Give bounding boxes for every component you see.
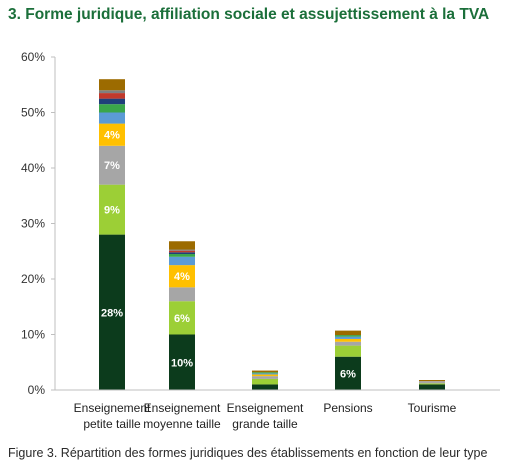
- bar-segment: [419, 381, 445, 384]
- bar-segment: [99, 123, 125, 146]
- bar-segment: [169, 287, 195, 302]
- bar-segment: [335, 356, 361, 390]
- bar-segment: [169, 254, 195, 257]
- bar-stack: 6%: [335, 330, 361, 390]
- bar-segment: [252, 374, 278, 377]
- bar-stack: 10% 6% 4%: [169, 241, 195, 390]
- bar-segment: [99, 90, 125, 94]
- bar-data-label: 6%: [340, 368, 356, 380]
- figure-caption: Figure 3. Répartition des formes juridiq…: [8, 446, 488, 460]
- bar-segment: [252, 370, 278, 373]
- bar-segment: [419, 380, 445, 382]
- bar-segment: [99, 93, 125, 99]
- bar-segment: [252, 384, 278, 390]
- chart-title: 3. Forme juridique, affiliation sociale …: [8, 6, 490, 23]
- y-tick-label: 20%: [21, 272, 45, 286]
- bar-data-label: 4%: [104, 130, 120, 142]
- bar-stack: [252, 370, 278, 390]
- bar-segment: [99, 79, 125, 91]
- bar-segment: [419, 384, 445, 390]
- bar-stack: [419, 380, 445, 390]
- bar-segment: [419, 383, 445, 385]
- bar-data-label: 9%: [104, 205, 120, 217]
- bar-segment: [99, 112, 125, 124]
- y-tick-label: 60%: [21, 50, 45, 64]
- bar-segment: [169, 301, 195, 335]
- bar-segment: [169, 250, 195, 253]
- x-tick-label: Tourisme: [408, 401, 457, 415]
- bar-segment: [99, 145, 125, 185]
- bar-segment: [169, 334, 195, 390]
- x-tick-label: Pensions: [323, 401, 372, 415]
- bar-segment: [335, 335, 361, 337]
- x-tick-label: Enseignement grande taille: [227, 401, 304, 431]
- bar-stacks: 28% 9% 7% 4% 10% 6% 4% 6%: [99, 79, 445, 390]
- bar-segment: [169, 252, 195, 255]
- bar-segment: [99, 104, 125, 113]
- y-tick-label: 0%: [28, 383, 46, 397]
- x-tick-label: Enseignement moyenne taille: [143, 401, 221, 431]
- bar-segment: [252, 372, 278, 374]
- bar-segment: [335, 336, 361, 339]
- y-axis: 0% 10% 20% 30% 40% 50% 60%: [21, 50, 56, 397]
- bar-segment: [99, 184, 125, 235]
- bar-segment: [169, 256, 195, 266]
- bar-segment: [99, 234, 125, 390]
- bar-segment: [335, 341, 361, 346]
- bar-segment: [252, 373, 278, 375]
- bar-segment: [335, 330, 361, 336]
- x-tick-label: Enseignement petite taille: [74, 401, 151, 431]
- bar-segment: [99, 98, 125, 105]
- y-tick-label: 30%: [21, 217, 45, 231]
- bar-data-label: 6%: [174, 313, 190, 325]
- bar-data-label: 4%: [174, 271, 190, 283]
- y-tick-label: 40%: [21, 161, 45, 175]
- bar-segment: [169, 249, 195, 251]
- bar-data-label: 10%: [171, 357, 193, 369]
- bar-segment: [169, 241, 195, 250]
- bar-segment: [335, 345, 361, 357]
- y-tick-label: 10%: [21, 328, 45, 342]
- bar-stack: 28% 9% 7% 4%: [99, 79, 125, 390]
- y-tick-label: 50%: [21, 106, 45, 120]
- bar-segment: [169, 265, 195, 288]
- bar-data-label: 7%: [104, 160, 120, 172]
- bar-segment: [252, 376, 278, 379]
- bar-data-label: 28%: [101, 307, 123, 319]
- bar-segment: [252, 378, 278, 385]
- bar-segment: [335, 338, 361, 342]
